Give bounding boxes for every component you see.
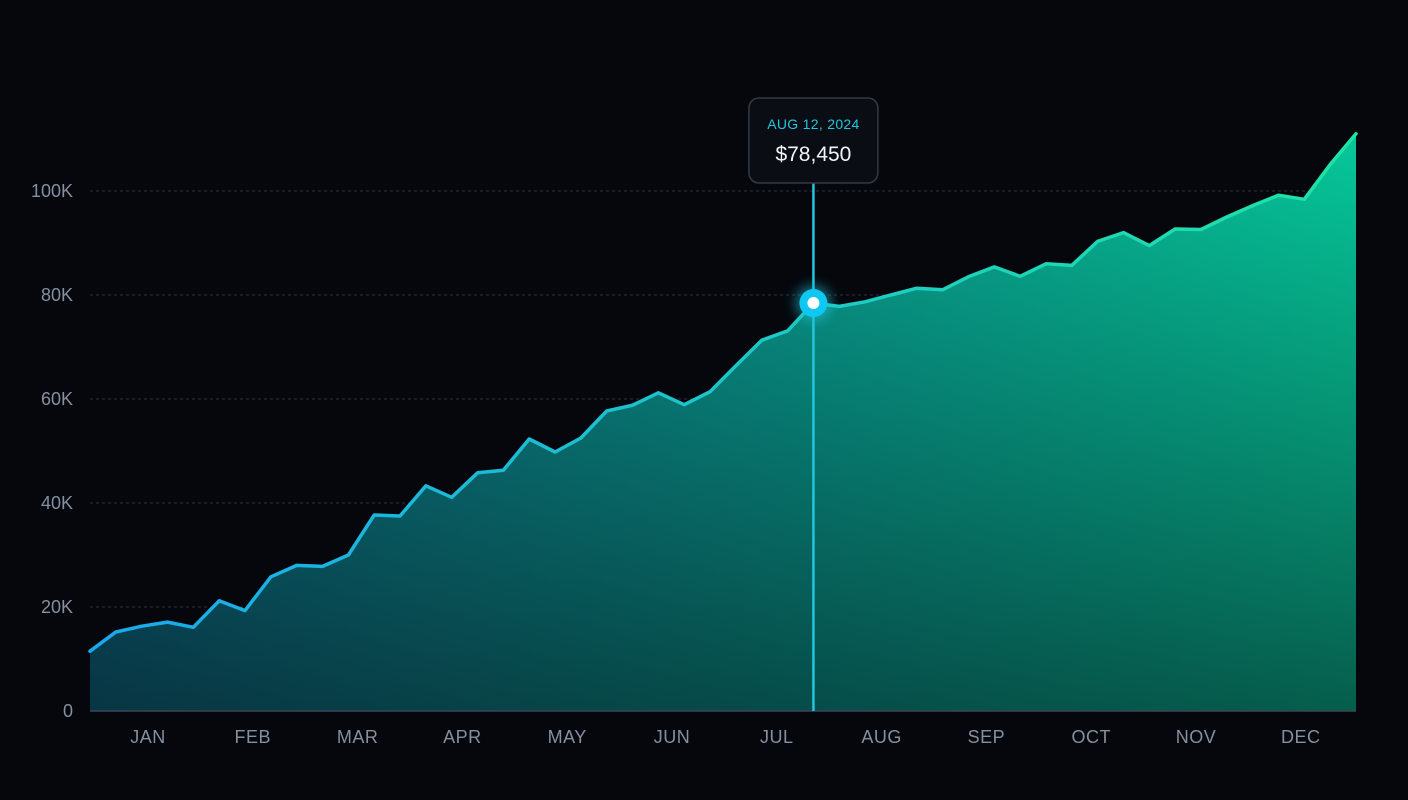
x-tick-label-sep: SEP: [968, 727, 1006, 747]
data-point[interactable]: [1225, 215, 1229, 219]
data-point[interactable]: [1096, 239, 1100, 243]
data-point[interactable]: [992, 265, 996, 269]
data-point[interactable]: [476, 471, 480, 475]
tooltip: AUG 12, 2024 $78,450: [748, 97, 879, 184]
x-tick-label-jun: JUN: [654, 727, 691, 747]
tooltip-date: AUG 12, 2024: [767, 116, 859, 132]
y-axis-labels: 0 20K 40K 60K 80K 100K: [31, 181, 73, 721]
data-point[interactable]: [191, 625, 195, 629]
data-point[interactable]: [346, 553, 350, 557]
data-point[interactable]: [863, 300, 867, 304]
x-tick-label-nov: NOV: [1176, 727, 1217, 747]
data-point[interactable]: [941, 288, 945, 292]
area-layer: [88, 132, 1358, 712]
data-point[interactable]: [1277, 193, 1281, 197]
x-tick-label-feb: FEB: [235, 727, 272, 747]
data-point[interactable]: [579, 436, 583, 440]
data-point[interactable]: [1018, 274, 1022, 278]
x-axis-labels: JAN FEB MAR APR MAY JUN JUL AUG SEP OCT NOV DEC: [130, 727, 1320, 747]
data-point[interactable]: [114, 630, 118, 634]
data-point[interactable]: [217, 599, 221, 603]
data-point[interactable]: [88, 649, 92, 653]
data-point[interactable]: [269, 575, 273, 579]
data-point[interactable]: [889, 293, 893, 297]
data-point[interactable]: [553, 450, 557, 454]
data-point[interactable]: [1147, 244, 1151, 248]
y-tick-label: 100K: [31, 181, 73, 201]
data-point[interactable]: [786, 329, 790, 333]
x-tick-label-mar: MAR: [337, 727, 379, 747]
data-point[interactable]: [605, 409, 609, 413]
y-tick-label: 0: [63, 701, 73, 721]
data-point[interactable]: [140, 624, 144, 628]
data-point[interactable]: [708, 390, 712, 394]
x-tick-label-oct: OCT: [1071, 727, 1111, 747]
data-point[interactable]: [837, 304, 841, 308]
data-point[interactable]: [1302, 197, 1306, 201]
data-point[interactable]: [1354, 132, 1358, 136]
data-point[interactable]: [1173, 227, 1177, 231]
y-tick-label: 80K: [41, 285, 73, 305]
data-point[interactable]: [1070, 263, 1074, 267]
data-point[interactable]: [1199, 228, 1203, 232]
x-tick-label-dec: DEC: [1281, 727, 1321, 747]
data-point[interactable]: [1044, 262, 1048, 266]
tooltip-value: $78,450: [775, 143, 851, 166]
data-point[interactable]: [501, 468, 505, 472]
y-tick-label: 60K: [41, 389, 73, 409]
data-point[interactable]: [656, 391, 660, 395]
data-point[interactable]: [372, 513, 376, 517]
highlight-marker-center: [807, 297, 820, 310]
data-point[interactable]: [1122, 231, 1126, 235]
x-tick-label-apr: APR: [443, 727, 482, 747]
y-tick-label: 40K: [41, 493, 73, 513]
x-tick-label-may: MAY: [548, 727, 587, 747]
data-point[interactable]: [424, 484, 428, 488]
data-point[interactable]: [734, 364, 738, 368]
y-tick-label: 20K: [41, 597, 73, 617]
data-point[interactable]: [321, 564, 325, 568]
x-tick-label-aug: AUG: [861, 727, 902, 747]
data-point[interactable]: [915, 286, 919, 290]
series-line: [88, 132, 1358, 653]
x-tick-label-jul: JUL: [760, 727, 794, 747]
data-point[interactable]: [243, 609, 247, 613]
area-fade: [90, 133, 1356, 712]
data-point[interactable]: [450, 495, 454, 499]
data-point[interactable]: [1251, 204, 1255, 208]
data-point[interactable]: [295, 563, 299, 567]
x-tick-label-jan: JAN: [130, 727, 166, 747]
data-point[interactable]: [1328, 163, 1332, 167]
tooltip-box: [748, 97, 879, 184]
data-point[interactable]: [631, 403, 635, 407]
data-point[interactable]: [527, 437, 531, 441]
highlight-layer: AUG 12, 2024 $78,450: [748, 97, 879, 711]
data-point[interactable]: [760, 338, 764, 342]
data-point[interactable]: [166, 620, 170, 624]
data-point[interactable]: [966, 275, 970, 279]
data-point[interactable]: [398, 514, 402, 518]
data-point[interactable]: [682, 403, 686, 407]
